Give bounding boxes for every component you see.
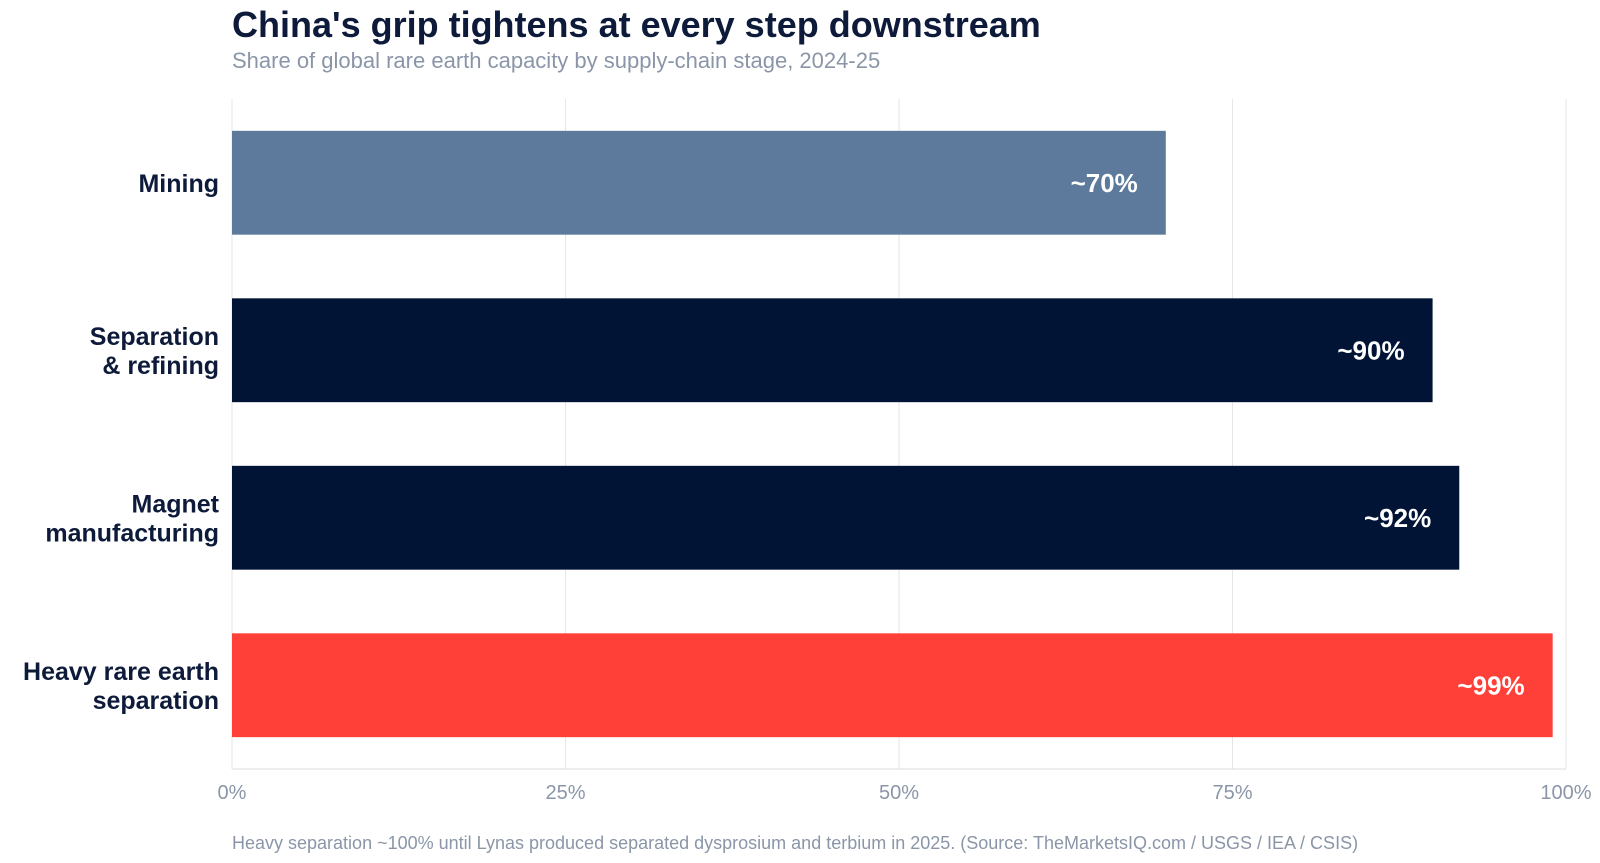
x-tick-label: 75%	[1212, 782, 1252, 804]
x-tick-label: 50%	[879, 782, 919, 804]
category-label: Mining	[138, 170, 219, 198]
bar	[232, 298, 1433, 403]
category-label: Magnet manufacturing	[45, 490, 219, 547]
x-axis: 0% 25% 50% 75% 100%	[218, 768, 1592, 804]
x-tick-label: 0%	[218, 782, 247, 804]
category-labels: Mining Separation & refining Magnet manufact…	[23, 170, 220, 715]
category-label: Heavy rare earth separation	[23, 658, 219, 715]
bar-value-label: ~70%	[1071, 168, 1138, 198]
x-tick-label: 25%	[545, 782, 585, 804]
chart-title: China's grip tightens at every step down…	[232, 4, 1041, 45]
x-tick-label: 100%	[1540, 782, 1591, 804]
bar-value-label: ~90%	[1337, 335, 1404, 365]
bar-value-label: ~92%	[1364, 503, 1431, 533]
bar	[232, 130, 1166, 235]
bars: ~70% ~90% ~92% ~99%	[232, 130, 1553, 738]
footnote: Heavy separation ~100% until Lynas produ…	[232, 833, 1359, 853]
category-label: Separation & refining	[90, 323, 219, 380]
bar-value-label: ~99%	[1457, 670, 1524, 700]
bar	[232, 465, 1460, 570]
bar	[232, 633, 1553, 738]
chart-subtitle: Share of global rare earth capacity by s…	[232, 48, 881, 73]
